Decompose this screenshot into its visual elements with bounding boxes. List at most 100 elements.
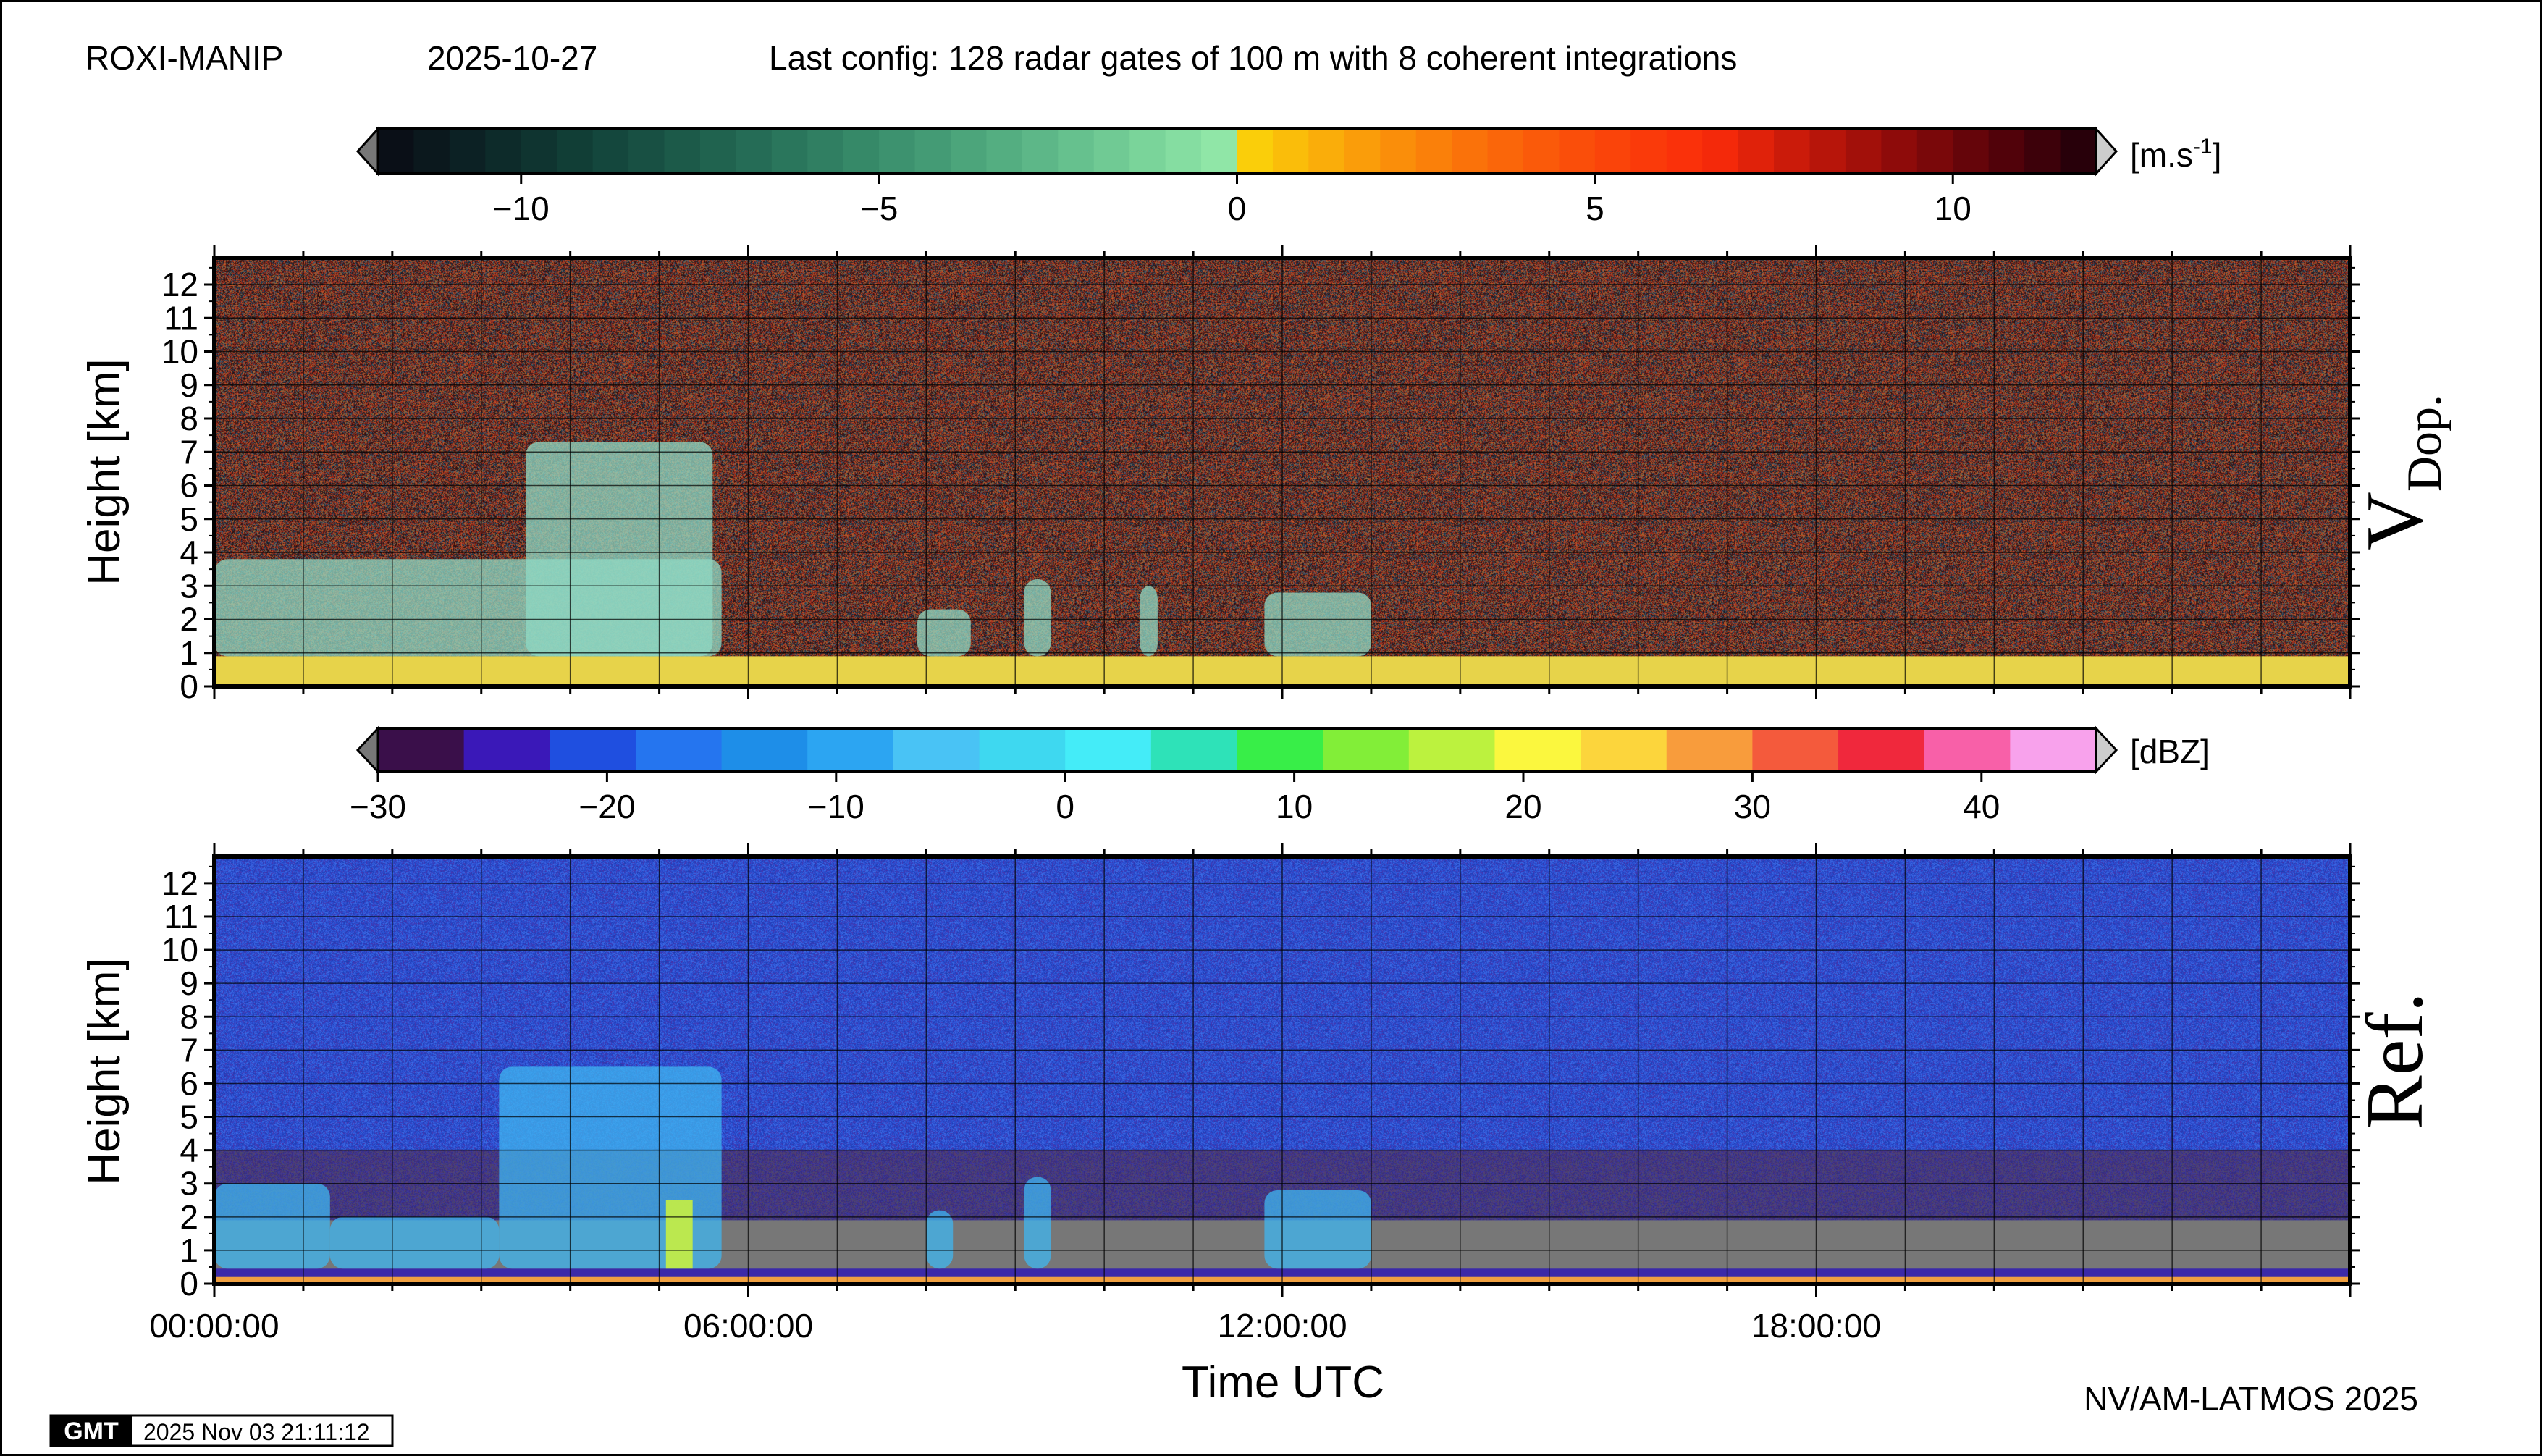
reflectivity-colorbar-swatch <box>807 728 894 772</box>
doppler-colorbar-swatch <box>1415 129 1452 174</box>
reflectivity-colorbar: −30 −20 −10 0 10 20 30 40 <box>350 725 2118 825</box>
doppler-colorbar-swatch <box>1452 129 1489 174</box>
reflectivity-colorbar-tick-label: 30 <box>1734 788 1771 825</box>
reflectivity-panel-echo <box>214 1183 330 1269</box>
reflectivity-panel-y-tick-label: 3 <box>180 1165 198 1203</box>
doppler-colorbar-swatch <box>557 129 594 174</box>
doppler-panel-y-tick-label: 12 <box>161 266 198 303</box>
doppler-colorbar-swatch <box>843 129 880 174</box>
reflectivity-colorbar-swatch <box>1065 728 1152 772</box>
reflectivity-colorbar-swatch <box>1838 728 1925 772</box>
reflectivity-colorbar-swatch <box>1581 728 1667 772</box>
gmt-logo: GMT <box>64 1418 119 1445</box>
doppler-colorbar-swatch <box>1881 129 1918 174</box>
doppler-colorbar-swatch <box>1738 129 1775 174</box>
reflectivity-colorbar-min-arrow <box>355 725 379 775</box>
reflectivity-colorbar-swatch <box>893 728 980 772</box>
doppler-panel-y-tick-label: 6 <box>180 467 198 505</box>
doppler-colorbar-swatch <box>1916 129 1953 174</box>
reflectivity-colorbar-tick-label: −20 <box>578 788 635 825</box>
doppler-colorbar-swatch <box>1022 129 1059 174</box>
doppler-colorbar-swatch <box>1523 129 1560 174</box>
doppler-colorbar-swatch <box>1129 129 1166 174</box>
reflectivity-panel-y-tick-label: 4 <box>180 1132 198 1169</box>
doppler-panel-y-tick-label: 2 <box>180 601 198 639</box>
doppler-panel-y-tick-label: 7 <box>180 433 198 471</box>
reflectivity-colorbar-tick-label: 0 <box>1056 788 1074 825</box>
doppler-colorbar-swatch <box>628 129 665 174</box>
doppler-panel-y-tick-label: 4 <box>180 534 198 571</box>
reflectivity-colorbar-swatch <box>1408 728 1495 772</box>
doppler-colorbar-swatch <box>1809 129 1846 174</box>
reflectivity-panel-echo-core <box>665 1200 693 1269</box>
date-label: 2025-10-27 <box>427 39 597 77</box>
doppler-colorbar-swatch <box>1308 129 1345 174</box>
reflectivity-colorbar-tick-label: −30 <box>350 788 406 825</box>
doppler-colorbar-swatch <box>1630 129 1667 174</box>
doppler-colorbar-swatch <box>521 129 557 174</box>
doppler-panel-echo <box>917 609 971 657</box>
reflectivity-colorbar-swatch <box>635 728 723 772</box>
doppler-panel-echo <box>1140 586 1158 657</box>
reflectivity-colorbar-swatch <box>1323 728 1410 772</box>
gmt-timestamp: 2025 Nov 03 21:11:12 <box>143 1419 370 1445</box>
doppler-panel-y-tick-label: 10 <box>161 333 198 371</box>
svg-text:Ref.: Ref. <box>2350 992 2440 1129</box>
reflectivity-colorbar-max-arrow <box>2095 725 2118 775</box>
config-label: Last config: 128 radar gates of 100 m wi… <box>769 39 1737 77</box>
reflectivity-panel-y-tick-label: 2 <box>180 1198 198 1236</box>
reflectivity-colorbar-tick-label: 20 <box>1504 788 1541 825</box>
reflectivity-panel-label: Ref. <box>2350 992 2440 1129</box>
doppler-colorbar-swatch <box>378 129 414 174</box>
doppler-colorbar-swatch <box>1165 129 1202 174</box>
reflectivity-panel-echo <box>1264 1190 1371 1269</box>
reflectivity-colorbar-unit: [dBZ] <box>2130 733 2210 770</box>
doppler-colorbar-swatch <box>879 129 916 174</box>
reflectivity-colorbar-swatch <box>1924 728 2011 772</box>
doppler-panel-y-tick-label: 11 <box>164 299 198 337</box>
reflectivity-panel-echo <box>1024 1177 1051 1269</box>
reflectivity-panel-x-tick-label: 18:00:00 <box>1751 1307 1881 1345</box>
reflectivity-panel-echo <box>329 1216 500 1269</box>
reflectivity-colorbar-swatch <box>378 728 465 772</box>
doppler-colorbar-tick-label: 5 <box>1586 190 1604 227</box>
doppler-colorbar-swatch <box>1559 129 1596 174</box>
doppler-colorbar-unit: [m.s-1] <box>2130 135 2221 174</box>
svg-text:Height [km]: Height [km] <box>80 958 130 1185</box>
reflectivity-panel-y-tick-label: 5 <box>180 1098 198 1136</box>
reflectivity-colorbar-swatch <box>1150 728 1237 772</box>
credit-label: NV/AM-LATMOS 2025 <box>2084 1380 2418 1418</box>
doppler-colorbar-swatch <box>1845 129 1882 174</box>
doppler-panel-y-tick-label: 0 <box>180 668 198 705</box>
reflectivity-colorbar-swatch <box>1666 728 1753 772</box>
reflectivity-colorbar-swatch <box>463 728 550 772</box>
doppler-colorbar-swatch <box>1093 129 1130 174</box>
doppler-panel-y-tick-label: 9 <box>180 366 198 404</box>
reflectivity-y-axis-label: Height [km] <box>80 958 130 1185</box>
reflectivity-colorbar-swatch <box>2010 728 2097 772</box>
reflectivity-panel-y-tick-label: 6 <box>180 1064 198 1102</box>
doppler-panel-echo <box>526 442 713 657</box>
doppler-colorbar-swatch <box>1594 129 1631 174</box>
x-axis-label: Time UTC <box>1182 1358 1384 1407</box>
doppler-panel-y-tick-label: 1 <box>180 634 198 672</box>
reflectivity-panel-y-tick-label: 1 <box>180 1232 198 1269</box>
doppler-colorbar-tick-label: 0 <box>1228 190 1247 227</box>
reflectivity-panel-echo <box>926 1210 954 1269</box>
doppler-colorbar-swatch <box>1702 129 1739 174</box>
doppler-y-axis-label: Height [km] <box>80 358 130 586</box>
doppler-panel-echo <box>1264 592 1371 657</box>
gmt-stamp: GMT 2025 Nov 03 21:11:12 <box>49 1414 394 1447</box>
doppler-colorbar-swatch <box>1237 129 1274 174</box>
reflectivity-panel-y-tick-label: 11 <box>164 898 198 935</box>
doppler-colorbar-swatch <box>592 129 629 174</box>
doppler-colorbar-swatch <box>2024 129 2061 174</box>
reflectivity-colorbar-tick-label: −10 <box>808 788 864 825</box>
doppler-colorbar-swatch <box>1774 129 1810 174</box>
reflectivity-colorbar-swatch <box>1752 728 1839 772</box>
doppler-panel-label: VDop. <box>2350 395 2451 550</box>
doppler-colorbar-swatch <box>771 129 808 174</box>
